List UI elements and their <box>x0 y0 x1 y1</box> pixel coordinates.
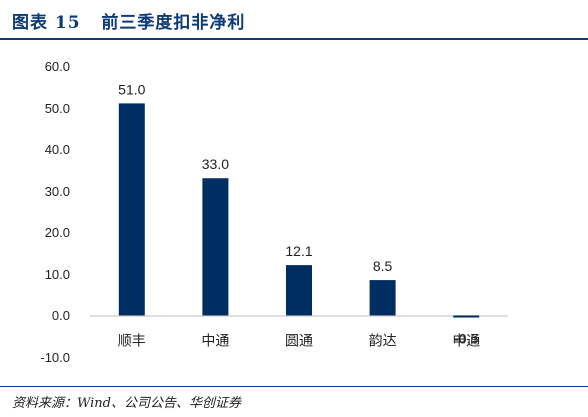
bar <box>202 178 229 316</box>
y-tick-label: 50.0 <box>45 101 70 116</box>
category-label: 圆通 <box>285 333 313 349</box>
y-tick-label: 60.0 <box>45 59 70 74</box>
bar-chart: 60.0 50.0 40.0 30.0 20.0 10.0 0.0 -10.0 … <box>40 59 508 365</box>
y-tick-label: 0.0 <box>52 308 70 323</box>
bar-series <box>118 103 480 318</box>
data-label: 12.1 <box>285 243 312 259</box>
header-divider <box>0 38 588 40</box>
y-tick-label: 10.0 <box>45 267 70 282</box>
figure-title: 图表 15 前三季度扣非净利 <box>12 13 246 33</box>
y-tick-label: 40.0 <box>45 142 70 157</box>
category-label: 韵达 <box>369 333 397 349</box>
x-axis: 顺丰 中通 圆通 韵达 申通 <box>118 333 480 349</box>
figure-header: 图表 15 前三季度扣非净利 <box>0 0 588 36</box>
data-label: -0.5 <box>454 330 478 346</box>
bar <box>286 265 312 316</box>
bar <box>369 280 396 316</box>
bar <box>453 315 480 318</box>
category-label: 申通 <box>452 333 480 349</box>
footer-divider <box>0 386 588 387</box>
source-note: 资料来源：Wind、公司公告、华创证券 <box>12 396 241 411</box>
y-tick-label: 30.0 <box>45 184 70 199</box>
data-label: 51.0 <box>118 81 145 97</box>
data-label: 8.5 <box>373 258 393 274</box>
category-label: 顺丰 <box>118 333 146 349</box>
y-tick-label: 20.0 <box>45 225 70 240</box>
data-label: 33.0 <box>202 156 229 172</box>
category-label: 中通 <box>201 333 229 349</box>
y-tick-label: -10.0 <box>40 350 70 365</box>
bar <box>118 103 145 316</box>
data-labels: 51.0 33.0 12.1 8.5 -0.5 <box>118 81 478 346</box>
y-axis: 60.0 50.0 40.0 30.0 20.0 10.0 0.0 -10.0 <box>40 59 70 365</box>
